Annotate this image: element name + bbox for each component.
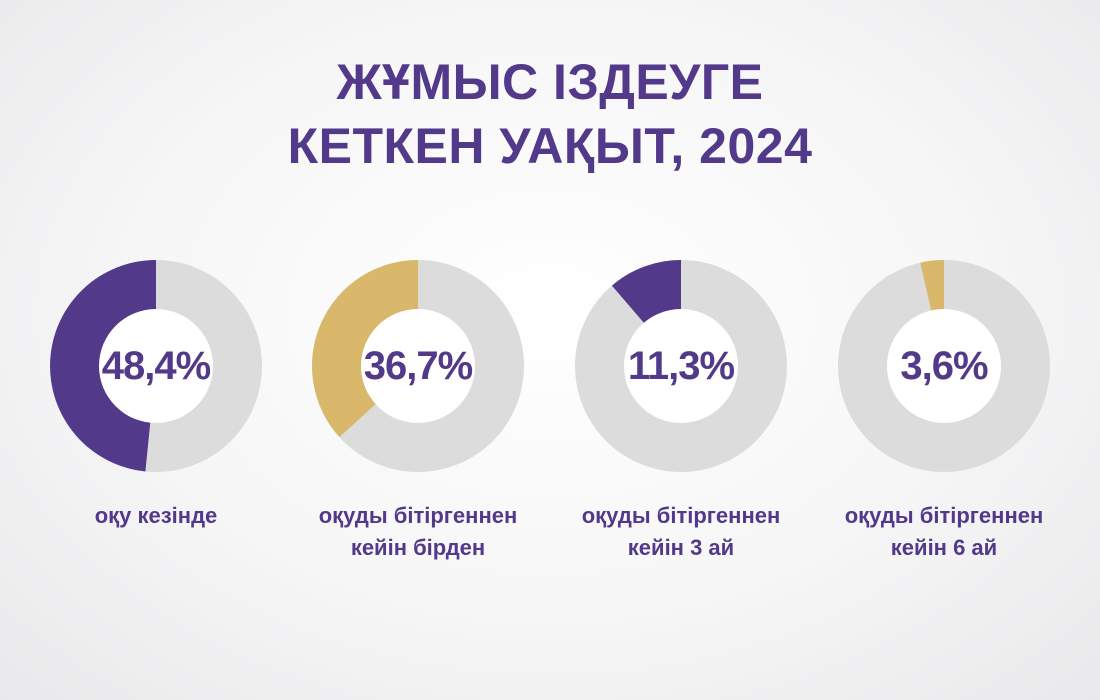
donut-caption-line-2: кейін 6 ай	[890, 535, 998, 560]
donut-caption: оқуды бітіргеннен кейін 3 ай	[555, 500, 807, 564]
donut-hole	[361, 309, 475, 423]
donut-value-label: 11,3%	[627, 343, 735, 388]
donut-chart	[312, 260, 524, 472]
donut-chart	[838, 260, 1050, 472]
donut-item: 11,3% оқуды бітіргеннен кейін 3 ай	[575, 260, 805, 560]
donut-caption-line-1: оқуды бітіргеннен	[844, 503, 1044, 528]
donut-chart	[50, 260, 262, 472]
donut-caption-line-2: кейін бірден	[350, 535, 486, 560]
donut-hole	[887, 309, 1001, 423]
donut-caption: оқуды бітіргеннен кейін бірден	[292, 500, 544, 564]
donut-value-label: 48,4%	[101, 343, 211, 388]
chart-title-line-2: КЕТКЕН УАҚЫТ, 2024	[287, 118, 813, 174]
donut-caption: оқуды бітіргеннен кейін 6 ай	[818, 500, 1070, 564]
donut-caption-line-2: кейін 3 ай	[627, 535, 735, 560]
donut-item: 48,4% оқу кезінде	[50, 260, 280, 528]
donut-caption: оқу кезінде	[30, 500, 282, 532]
donut-chart	[575, 260, 787, 472]
donut-caption-line-1: оқуды бітіргеннен	[581, 503, 781, 528]
donut-caption-line-1: оқуды бітіргеннен	[318, 503, 518, 528]
chart-title-line-1: ЖҰМЫС ІЗДЕУГЕ	[336, 54, 764, 110]
donut-hole	[99, 309, 213, 423]
chart-title: ЖҰМЫС ІЗДЕУГЕ КЕТКЕН УАҚЫТ, 2024	[0, 50, 1100, 178]
donut-caption-line-1: оқу кезінде	[94, 503, 218, 528]
donut-value-label: 3,6%	[900, 343, 988, 388]
donut-item: 3,6% оқуды бітіргеннен кейін 6 ай	[838, 260, 1068, 560]
donut-value-label: 36,7%	[363, 343, 473, 388]
donut-hole	[624, 309, 738, 423]
donut-item: 36,7% оқуды бітіргеннен кейін бірден	[312, 260, 542, 560]
